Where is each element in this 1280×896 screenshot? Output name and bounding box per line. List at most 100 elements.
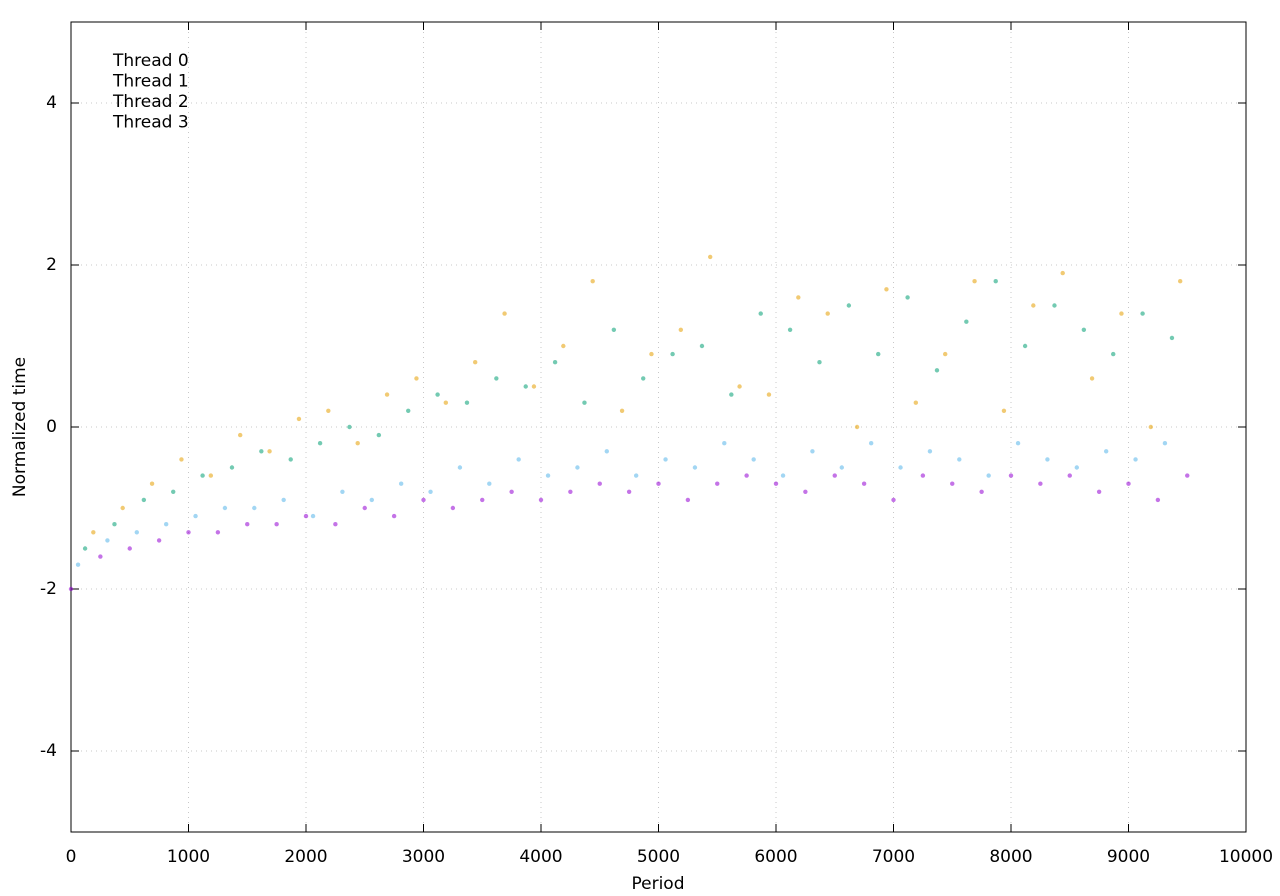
point	[1022, 343, 1028, 349]
point	[215, 530, 221, 535]
point	[832, 473, 837, 478]
legend-label: Thread 3	[112, 113, 189, 133]
point	[509, 489, 514, 494]
point	[229, 465, 235, 470]
point	[670, 351, 675, 357]
point	[633, 473, 639, 478]
point	[957, 457, 962, 462]
point	[685, 497, 691, 503]
point	[780, 473, 786, 478]
series-points	[82, 279, 1175, 551]
point	[1155, 497, 1161, 503]
point	[310, 513, 316, 519]
point	[333, 522, 338, 527]
point	[715, 481, 720, 486]
point	[105, 538, 110, 543]
point	[384, 392, 390, 397]
point	[274, 522, 279, 527]
point	[288, 457, 293, 462]
point	[200, 473, 205, 478]
point	[303, 513, 309, 519]
point	[641, 376, 646, 381]
point	[457, 465, 463, 470]
point	[376, 432, 382, 438]
point	[950, 481, 955, 486]
x-tick-label: 7000	[872, 847, 915, 867]
point	[171, 489, 176, 494]
point	[943, 351, 948, 357]
point	[414, 376, 419, 381]
point	[391, 513, 397, 519]
point	[296, 416, 302, 422]
x-tick-label: 1000	[167, 847, 210, 867]
x-tick-label: 8000	[989, 847, 1032, 867]
point	[127, 546, 132, 551]
y-tick-label: -4	[40, 741, 57, 761]
point	[699, 343, 705, 349]
point	[502, 311, 507, 316]
point	[979, 489, 984, 494]
point	[758, 311, 763, 316]
point	[590, 279, 595, 284]
point	[1060, 270, 1065, 276]
point	[1169, 335, 1175, 341]
point	[1045, 457, 1050, 462]
y-tick-label: -2	[40, 579, 57, 599]
point	[868, 441, 874, 446]
legend-label: Thread 0	[112, 51, 189, 71]
point	[604, 449, 609, 454]
point	[751, 457, 756, 462]
x-tick-label: 10000	[1219, 847, 1273, 867]
point	[1148, 424, 1154, 430]
point	[905, 295, 910, 300]
point	[317, 441, 323, 446]
point	[398, 481, 404, 486]
point	[326, 408, 331, 413]
x-axis-label: Period	[631, 874, 684, 894]
point	[1185, 473, 1190, 478]
point	[355, 441, 360, 446]
point	[1126, 481, 1131, 486]
point	[464, 400, 470, 405]
point	[238, 432, 243, 438]
point	[259, 449, 264, 454]
point	[722, 441, 727, 446]
point	[538, 497, 544, 503]
point	[156, 538, 162, 543]
point	[1038, 481, 1043, 486]
point	[120, 505, 125, 511]
point	[340, 489, 345, 494]
point	[846, 303, 852, 308]
point	[1162, 441, 1168, 446]
point	[678, 327, 684, 332]
point	[428, 489, 433, 494]
y-tick-label: 2	[46, 255, 57, 275]
x-tick-label: 5000	[637, 847, 680, 867]
point	[208, 473, 214, 478]
point	[443, 400, 449, 405]
point	[179, 457, 184, 462]
point	[473, 360, 478, 365]
point	[186, 530, 191, 535]
point	[281, 497, 286, 503]
point	[1052, 303, 1057, 308]
point	[1096, 489, 1102, 494]
point	[972, 279, 977, 284]
point	[766, 392, 772, 397]
point	[993, 279, 998, 284]
x-tick-label: 0	[66, 847, 77, 867]
legend-label: Thread 2	[112, 92, 189, 112]
x-tick-label: 2000	[284, 847, 327, 867]
point	[729, 392, 734, 397]
point	[494, 376, 499, 381]
point	[575, 465, 580, 470]
point	[1103, 449, 1109, 454]
point	[222, 505, 228, 511]
point	[891, 497, 896, 503]
point	[487, 481, 492, 486]
point	[1031, 303, 1036, 308]
point	[876, 351, 881, 357]
point	[545, 473, 551, 478]
point	[839, 465, 844, 470]
